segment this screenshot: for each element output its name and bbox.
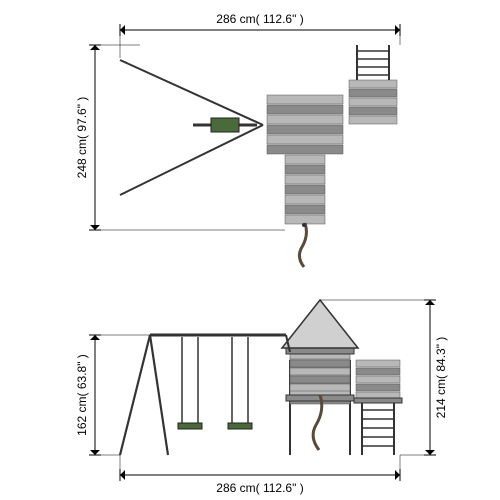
top-view [95,30,400,267]
dimension-vertical: 214 cm( 84.3" ) [424,300,448,455]
dimension-label: 248 cm( 97.6" ) [75,97,89,179]
dimension-vertical: 162 cm( 63.8" ) [75,335,101,455]
dimension-horizontal: 286 cm( 112.6" ) [120,469,400,495]
dimension-horizontal: 286 cm( 112.6" ) [120,12,400,36]
dimension-vertical: 248 cm( 97.6" ) [75,45,101,230]
front-view [95,300,430,475]
dimension-label: 286 cm( 112.6" ) [216,481,303,495]
dimension-label: 214 cm( 84.3" ) [434,337,448,419]
dimension-label: 162 cm( 63.8" ) [75,354,89,436]
dimension-label: 286 cm( 112.6" ) [216,12,303,26]
